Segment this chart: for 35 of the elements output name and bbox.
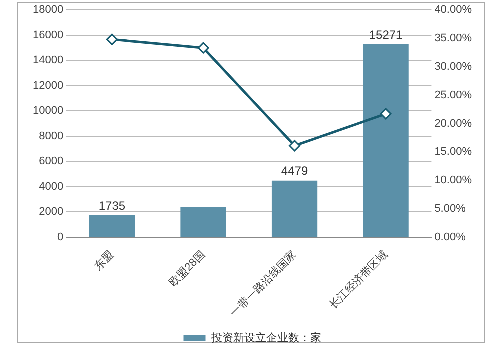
y2-tick-label: 20.00% [434,118,472,130]
y2-tick-label: 15.00% [434,146,472,158]
y2-tick-label: 5.00% [434,203,466,216]
y2-tick-label: 30.00% [434,60,472,73]
point [380,108,392,120]
bar [89,216,136,237]
y-tick-label: 8000 [39,130,64,142]
y-tick-label: 18000 [32,4,64,16]
legend-label: 投资新设立企业数：家 [210,332,322,345]
y-tick-label: 16000 [32,29,64,42]
data-label: 4479 [281,164,308,178]
y2-tick-label: 0.00% [434,231,466,244]
data-label: 1735 [98,198,126,213]
y2-tick-label: 10.00% [434,174,472,187]
bar [363,44,409,237]
y-tick-label: 10000 [32,105,64,118]
x-tick-label: 一带一路沿线国家 [228,248,300,320]
x-tick-label: 长江经济带区域 [326,248,390,312]
y-tick-label: 2000 [39,206,64,218]
y-tick-label: 6000 [39,156,64,168]
data-label: 15271 [369,28,404,42]
point [198,42,210,54]
y-tick-label: 4000 [39,180,64,193]
x-tick-label: 东盟 [92,248,116,273]
y2-tick-label: 35.00% [434,32,472,44]
y2-tick-label: 25.00% [434,89,472,102]
point [106,34,118,46]
bar [180,207,226,237]
x-tick-label: 欧盟28国 [167,248,208,290]
y2-tick-label: 40.00% [434,4,472,16]
y-tick-label: 0 [57,231,64,244]
point [289,140,301,152]
bar [272,180,318,237]
y-tick-label: 12000 [32,80,64,92]
y-tick-label: 14000 [32,54,64,67]
